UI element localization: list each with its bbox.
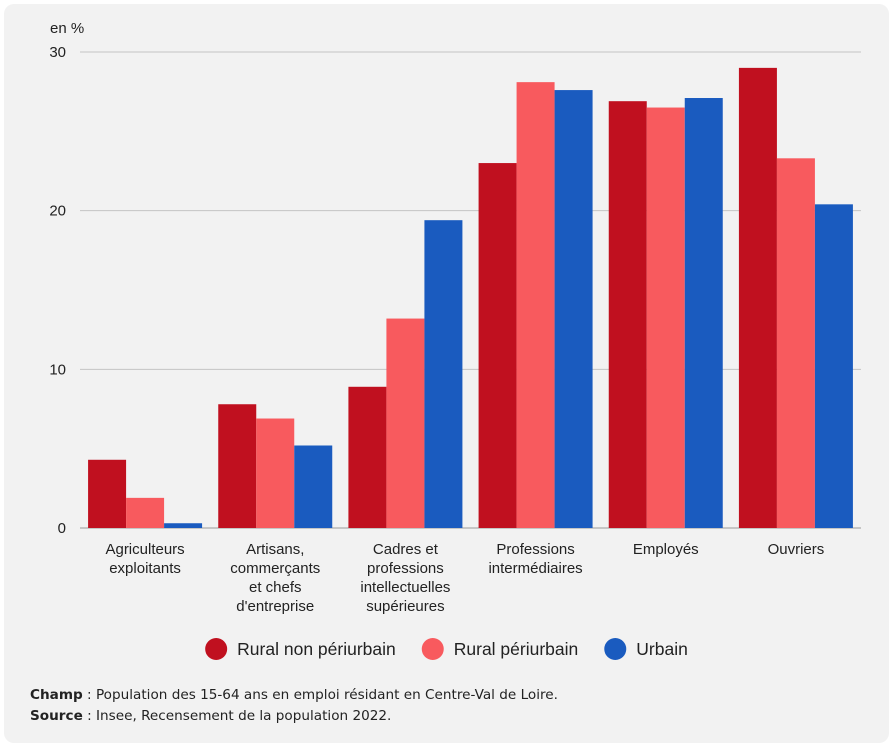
bar [684, 98, 723, 528]
bar [348, 386, 387, 528]
bar [738, 67, 777, 528]
bar [294, 445, 333, 528]
legend-swatch [421, 638, 444, 660]
bar [256, 418, 295, 528]
source-label: Source [30, 708, 83, 724]
bar [554, 90, 593, 528]
bar [386, 318, 425, 528]
legend-label: Urbain [636, 639, 688, 659]
x-category-label-line: supérieures [366, 598, 444, 615]
bar [814, 204, 853, 528]
legend-swatch [604, 638, 627, 660]
x-category-label-line: Artisans, [246, 541, 304, 558]
source-text: : Insee, Recensement de la population 20… [82, 708, 392, 724]
x-category-label-line: commerçants [230, 560, 320, 577]
bar [126, 497, 165, 528]
x-category-label-line: d'entreprise [236, 598, 314, 615]
x-category-label: Cadres et professions intellectuelles supér… [360, 541, 450, 615]
legend-label: Rural non périurbain [237, 639, 396, 659]
source-note: Source : Insee, Recensement de la popula… [30, 706, 558, 727]
champ-text: : Population des 15-64 ans en emploi rés… [82, 687, 558, 703]
x-category-label: Professions intermédiaires [488, 541, 582, 577]
x-category-label-line: intermédiaires [488, 560, 582, 577]
chart-legend: Rural non périurbain Rural périurbain Urba… [205, 638, 688, 660]
footnotes: Champ : Population des 15-64 ans en empl… [30, 685, 558, 727]
x-category-label-line: intellectuelles [360, 579, 450, 596]
champ-label: Champ [30, 687, 83, 703]
x-category-label: Ouvriers [768, 541, 825, 558]
bar [608, 101, 647, 528]
bar-chart: en % 0 10 20 30 Agriculteurs exploitants Arti… [49, 20, 861, 660]
x-category-label: Agriculteurs exploitants [105, 541, 184, 577]
x-category-label-line: et chefs [249, 579, 302, 596]
bar [88, 459, 127, 528]
y-tick-label: 10 [49, 361, 66, 378]
x-category-label: Artisans, commerçants et chefs d'entreprise [230, 541, 320, 615]
x-category-label: Employés [633, 541, 699, 558]
bar [646, 107, 685, 529]
x-category-label-line: exploitants [109, 560, 181, 577]
y-axis-unit-label: en % [50, 20, 84, 37]
legend-swatch [205, 638, 228, 660]
x-category-label-line: Professions [496, 541, 574, 558]
bar [164, 523, 203, 528]
bar [424, 220, 463, 529]
legend-label: Rural périurbain [454, 639, 579, 659]
x-category-label-line: Ouvriers [768, 541, 825, 558]
x-category-label-line: Cadres et [373, 541, 439, 558]
bar [516, 82, 555, 528]
bar [776, 158, 815, 528]
bar [478, 163, 517, 529]
chart-card: en % 0 10 20 30 Agriculteurs exploitants Arti… [4, 4, 889, 743]
y-tick-label: 20 [49, 203, 66, 220]
y-tick-label: 0 [58, 520, 66, 537]
champ-note: Champ : Population des 15-64 ans en empl… [30, 685, 558, 706]
x-category-label-line: Agriculteurs [105, 541, 184, 558]
y-tick-label: 30 [49, 44, 66, 61]
bar [218, 404, 257, 528]
x-category-label-line: professions [367, 560, 444, 577]
x-category-label-line: Employés [633, 541, 699, 558]
